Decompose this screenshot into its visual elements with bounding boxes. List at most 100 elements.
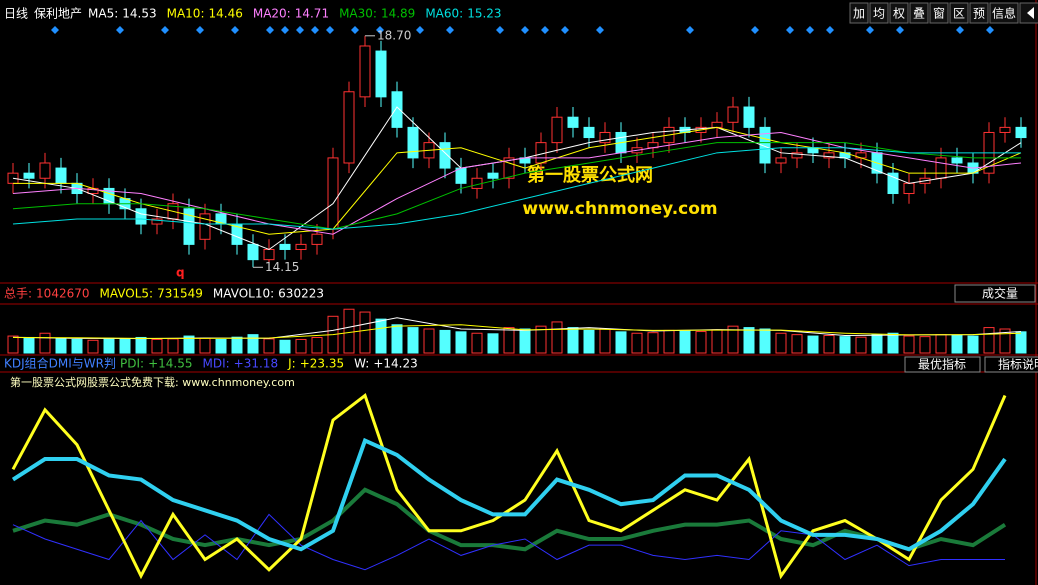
toolbar-label[interactable]: 信息 (992, 6, 1016, 21)
indicator-title: KDJ组合DMI与WR判 (4, 356, 116, 371)
indicator-line (12, 513, 1005, 571)
legend-name: MAVOL10: (213, 287, 274, 301)
candle-body (551, 116, 563, 144)
toolbar-label[interactable]: 叠 (913, 7, 925, 21)
indicator-selector[interactable] (954, 284, 1036, 303)
candle-body (359, 45, 371, 98)
toolbar-button[interactable] (849, 2, 869, 24)
legend-value: 1042670 (36, 287, 89, 301)
toolbar-label[interactable]: 区 (953, 7, 965, 21)
selector-label[interactable]: 成交量 (982, 286, 1018, 301)
candle-body (135, 208, 147, 225)
signal-diamond (296, 26, 304, 34)
indicator-button[interactable] (904, 356, 981, 373)
signal-diamond (161, 26, 169, 34)
candle-body (295, 243, 307, 250)
volume-bar (71, 338, 83, 354)
indicator-button-label[interactable]: 最优指标 (918, 357, 966, 372)
volume-bar (87, 339, 99, 354)
volume-bar (903, 335, 915, 354)
signal-diamond (786, 26, 794, 34)
candle-body (279, 243, 291, 250)
signal-diamond (521, 26, 529, 34)
signal-diamond (351, 26, 359, 34)
candle-body (247, 243, 259, 261)
toolbar-label[interactable]: 权 (893, 7, 905, 21)
legend-value: +23.35 (300, 357, 344, 371)
signal-diamond (266, 26, 274, 34)
candle-body (455, 167, 467, 184)
stock-name: 保利地产 (34, 7, 82, 21)
legend-name: MA20: (253, 7, 291, 21)
volume-bar (23, 336, 35, 354)
candle-body (503, 157, 515, 179)
toolbar-button[interactable] (869, 2, 889, 24)
signal-diamond (326, 26, 334, 34)
signal-diamond (196, 26, 204, 34)
toolbar-button[interactable] (949, 2, 969, 24)
indicator-line (11, 393, 1007, 580)
volume-bar (775, 332, 787, 354)
volume-bar (503, 327, 515, 354)
signal-diamond (986, 26, 994, 34)
volume-bar (295, 338, 307, 354)
volume-bar (983, 327, 995, 354)
candle-body (759, 126, 771, 164)
candle-body (583, 126, 595, 139)
mavol-line (12, 324, 1022, 339)
signal-diamond (561, 26, 569, 34)
candle-body (743, 106, 755, 128)
toolbar-label[interactable]: 预 (973, 7, 985, 21)
toolbar-label[interactable]: 窗 (933, 7, 945, 21)
candle-body (311, 233, 323, 245)
candle-body (199, 213, 211, 240)
volume-bar (471, 332, 483, 354)
indicator-note: 第一股票公式网股票公式免费下载: www.chnmoney.com (10, 375, 295, 389)
volume-bar (599, 328, 611, 354)
indicator-button[interactable] (984, 356, 1038, 373)
toolbar-button[interactable] (969, 2, 989, 24)
signal-diamond (376, 26, 384, 34)
legend-value: 14.46 (208, 7, 242, 21)
candle-body (727, 106, 739, 123)
candle-body (55, 167, 67, 184)
candle-body (711, 121, 723, 128)
candle-body (951, 157, 963, 164)
signal-diamond (416, 26, 424, 34)
candle-body (391, 91, 403, 128)
volume-bar (375, 318, 387, 354)
volume-bar (263, 338, 275, 354)
candle-body (327, 157, 339, 230)
toolbar-label[interactable]: 均 (873, 7, 885, 21)
signal-diamond (541, 26, 549, 34)
ma-line (12, 147, 1021, 230)
candle-body (999, 126, 1011, 133)
legend-value: 15.23 (467, 7, 501, 21)
indicator-button-label[interactable]: 指标说明 (998, 357, 1038, 372)
legend-name: J: (287, 357, 296, 371)
volume-bar (279, 339, 291, 354)
toolbar-label[interactable]: 加 (853, 7, 865, 21)
volume-bar (423, 328, 435, 354)
toolbar-button[interactable] (909, 2, 929, 24)
watermark-name: 第一股票公式网 (527, 164, 653, 186)
toolbar-button[interactable] (929, 2, 949, 24)
signal-diamond (496, 26, 504, 34)
toolbar-button[interactable] (989, 2, 1019, 24)
volume-bar (679, 330, 691, 354)
signal-diamond (751, 26, 759, 34)
volume-bar (183, 335, 195, 354)
volume-bar (919, 336, 931, 354)
volume-bar (615, 331, 627, 354)
signal-diamond (686, 26, 694, 34)
signal-diamond (231, 26, 239, 34)
volume-bar (167, 338, 179, 354)
signal-diamond (866, 26, 874, 34)
candle-body (775, 157, 787, 164)
volume-bar (407, 327, 419, 354)
candle-body (151, 218, 163, 225)
arrow-icon[interactable] (1027, 7, 1034, 19)
toolbar-button[interactable] (889, 2, 909, 24)
signal-diamond (446, 26, 454, 34)
